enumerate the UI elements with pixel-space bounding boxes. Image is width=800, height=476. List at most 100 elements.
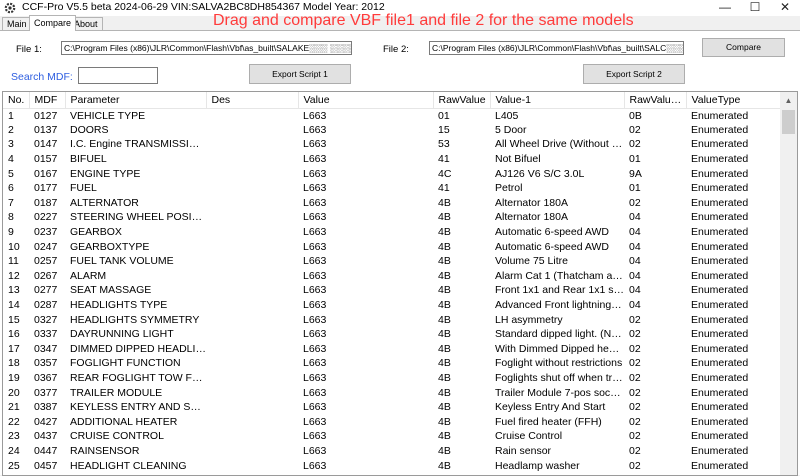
cell-rawvalue-1: 02 [629, 401, 641, 414]
cell-no: 10 [8, 240, 20, 253]
cell-value-1: Alarm Cat 1 (Thatcham alarm) [495, 269, 624, 282]
cell-value: L663 [303, 226, 327, 239]
cell-mdf: 0357 [34, 357, 58, 370]
cell-rawvalue-1: 0B [629, 109, 642, 122]
table-row[interactable]: 13 0277 SEAT MASSAGE L663 4B Front 1x1 and Re… [3, 283, 781, 298]
table-row[interactable]: 10 0247 GEARBOXTYPE L663 4B Automatic 6-speed… [3, 239, 781, 254]
cell-valuetype: Enumerated [691, 444, 749, 457]
table-row[interactable]: 25 0457 HEADLIGHT CLEANING L663 4B Headlamp w… [3, 458, 781, 473]
table-row[interactable]: 5 0167 ENGINE TYPE L663 4C AJ126 V6 S/C 3.0L 9… [3, 166, 781, 181]
cell-des [206, 254, 298, 269]
cell-des [206, 444, 298, 459]
compare-button[interactable]: Compare [702, 38, 785, 57]
table-row[interactable]: 3 0147 I.C. Engine TRANSMISSION TYPE L663 53… [3, 137, 781, 152]
cell-valuetype: Enumerated [691, 328, 749, 341]
cell-parameter: RAINSENSOR [70, 444, 140, 457]
cell-valuetype: Enumerated [691, 211, 749, 224]
table-row[interactable]: 12 0267 ALARM L663 4B Alarm Cat 1 (Thatcham a… [3, 269, 781, 284]
cell-no: 18 [8, 357, 20, 370]
file1-path-field[interactable]: C:\Program Files (x86)\JLR\Common\Flash\… [61, 41, 352, 55]
cell-mdf: 0187 [34, 196, 58, 209]
table-row[interactable]: 8 0227 STEERING WHEEL POSITION L663 4B Altern… [3, 210, 781, 225]
cell-mdf: 0257 [34, 255, 58, 268]
cell-mdf: 0447 [34, 444, 58, 457]
minimize-button[interactable]: — [719, 0, 731, 14]
cell-no: 11 [8, 255, 19, 268]
table-row[interactable]: 19 0367 REAR FOGLIGHT TOW FUNCTION L663 4B Fo… [3, 371, 781, 386]
table-row[interactable]: 18 0357 FOGLIGHT FUNCTION L663 4B Foglight wi… [3, 356, 781, 371]
table-row[interactable]: 15 0327 HEADLIGHTS SYMMETRY L663 4B LH asymme… [3, 312, 781, 327]
export-script-2-button[interactable]: Export Script 2 [583, 64, 685, 84]
column-header-value-1[interactable]: Value-1 [490, 92, 625, 109]
column-header-parameter[interactable]: Parameter [65, 92, 207, 109]
compare-table: No. MDF Parameter Des Value RawValue Val… [3, 92, 782, 475]
table-row[interactable]: 7 0187 ALTERNATOR L663 4B Alternator 180A 02 En… [3, 196, 781, 211]
cell-valuetype: Enumerated [691, 430, 749, 443]
cell-parameter: ADDITIONAL HEATER [70, 415, 178, 428]
column-header-rawvalue[interactable]: RawValue [433, 92, 491, 109]
table-row[interactable]: 16 0337 DAYRUNNING LIGHT L663 4B Standard dip… [3, 327, 781, 342]
cell-no: 15 [8, 313, 20, 326]
cell-parameter: FUEL [70, 182, 97, 195]
cell-valuetype: Enumerated [691, 255, 749, 268]
table-row[interactable]: 4 0157 BIFUEL L663 41 Not Bifuel 01 Enumerated [3, 152, 781, 167]
cell-value-1: With Dimmed Dipped headlights [495, 342, 624, 355]
cell-rawvalue: 4B [438, 415, 451, 428]
table-row[interactable]: 2 0137 DOORS L663 15 5 Door 02 Enumerated [3, 123, 781, 138]
cell-des [206, 210, 298, 225]
cell-rawvalue-1: 02 [629, 313, 641, 326]
scrollbar-thumb[interactable] [782, 110, 795, 134]
cell-no: 21 [8, 401, 20, 414]
triangle-up-icon[interactable]: ▲ [784, 96, 793, 105]
cell-no: 14 [8, 299, 20, 312]
cell-rawvalue: 4B [438, 328, 451, 341]
file2-path-field[interactable]: C:\Program Files (x86)\JLR\Common\Flash\… [429, 41, 684, 55]
table-row[interactable]: 21 0387 KEYLESS ENTRY AND START L663 4B Keyle… [3, 400, 781, 415]
maximize-button[interactable]: ☐ [749, 0, 761, 14]
table-row[interactable]: 1 0127 VEHICLE TYPE L663 01 L405 0B Enumerated [3, 108, 781, 123]
cell-parameter: I.C. Engine TRANSMISSION TYPE [70, 138, 206, 151]
column-header-value[interactable]: Value [298, 92, 434, 109]
cell-rawvalue: 4B [438, 401, 451, 414]
table-row[interactable]: 6 0177 FUEL L663 41 Petrol 01 Enumerated [3, 181, 781, 196]
cell-valuetype: Enumerated [691, 459, 749, 472]
column-header-valuetype[interactable]: ValueType [686, 92, 782, 109]
column-header-rawvalue-1[interactable]: RawValue-1 [624, 92, 687, 109]
cell-rawvalue: 4B [438, 459, 451, 472]
cell-des [206, 239, 298, 254]
table-row[interactable]: 23 0437 CRUISE CONTROL L663 4B Cruise Control… [3, 429, 781, 444]
export-script-1-button[interactable]: Export Script 1 [249, 64, 351, 84]
table-row[interactable]: 24 0447 RAINSENSOR L663 4B Rain sensor 02 Enume… [3, 444, 781, 459]
cell-mdf: 0227 [34, 211, 58, 224]
table-row[interactable]: 14 0287 HEADLIGHTS TYPE L663 4B Advanced Fron… [3, 298, 781, 313]
search-mdf-input[interactable] [78, 67, 158, 84]
cell-valuetype: Enumerated [691, 153, 749, 166]
close-button[interactable]: ✕ [779, 0, 791, 14]
cell-mdf: 0457 [34, 459, 58, 472]
cell-parameter: KEYLESS ENTRY AND START [70, 401, 206, 414]
cell-des [206, 196, 298, 211]
tab-compare[interactable]: Compare [29, 15, 77, 31]
cell-rawvalue-1: 04 [629, 211, 641, 224]
cell-no: 20 [8, 386, 20, 399]
cell-mdf: 0387 [34, 401, 58, 414]
column-header-des[interactable]: Des [206, 92, 299, 109]
table-row[interactable]: 17 0347 DIMMED DIPPED HEADLIGHTS L663 4B With… [3, 342, 781, 357]
cell-value-1: All Wheel Drive (Without diff lock) [495, 138, 624, 151]
table-row[interactable]: 20 0377 TRAILER MODULE L663 4B Trailer Module… [3, 385, 781, 400]
vertical-scrollbar[interactable]: ▲ [780, 92, 797, 475]
cell-rawvalue: 4B [438, 196, 451, 209]
column-header-mdf[interactable]: MDF [29, 92, 66, 109]
cell-value: L663 [303, 196, 327, 209]
cell-value-1: 5 Door [495, 123, 527, 136]
column-header-no[interactable]: No. [3, 92, 30, 109]
compare-panel: File 1: C:\Program Files (x86)\JLR\Commo… [0, 30, 800, 476]
table-row[interactable]: 22 0427 ADDITIONAL HEATER L663 4B Fuel fired … [3, 414, 781, 429]
tab-main[interactable]: Main [2, 17, 32, 30]
cell-parameter: DIMMED DIPPED HEADLIGHTS [70, 342, 206, 355]
table-row[interactable]: 11 0257 FUEL TANK VOLUME L663 4B Volume 75 Li… [3, 254, 781, 269]
cell-des [206, 312, 298, 327]
window-title: CCF-Pro V5.5 beta 2024-06-29 VIN:SALVA2B… [22, 1, 385, 13]
cell-mdf: 0247 [34, 240, 58, 253]
table-row[interactable]: 9 0237 GEARBOX L663 4B Automatic 6-speed AWD 0… [3, 225, 781, 240]
